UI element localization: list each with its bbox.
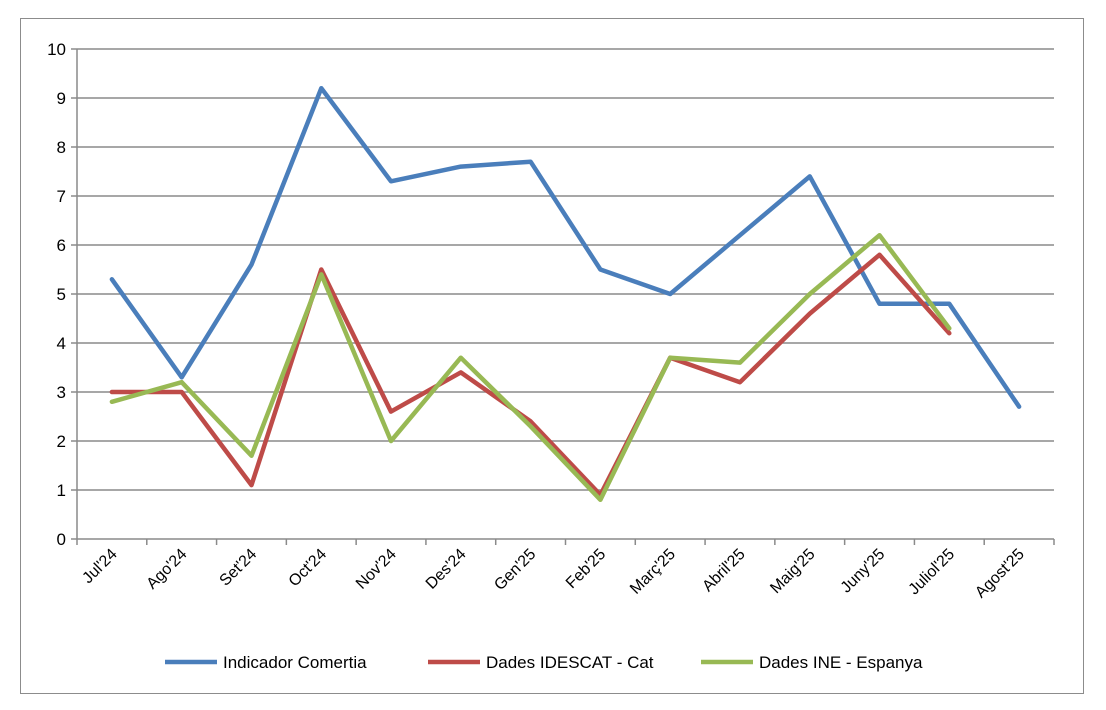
series-lines	[109, 85, 1022, 503]
y-tick-label: 5	[57, 285, 66, 304]
x-tick-label: Març'25	[627, 546, 679, 598]
legend-label-1: Dades IDESCAT - Cat	[486, 653, 654, 672]
x-tick-label: Des'24	[423, 546, 470, 593]
x-tick-label: Ago'24	[144, 546, 191, 593]
y-tick-label: 10	[47, 40, 66, 59]
y-tick-label: 6	[57, 236, 66, 255]
legend-label-0: Indicador Comertia	[223, 653, 367, 672]
x-tick-label: Jul'24	[79, 546, 120, 587]
y-tick-label: 4	[57, 334, 66, 353]
x-tick-label: Feb'25	[563, 546, 609, 592]
legend: Indicador Comertia Dades IDESCAT - Cat Dad…	[165, 653, 923, 672]
x-tick-label: Juliol'25	[906, 546, 959, 599]
series-line-0	[109, 85, 1022, 409]
x-tick-label: Abril'25	[699, 546, 748, 595]
y-tick-label: 9	[57, 89, 66, 108]
axes	[71, 48, 1055, 545]
y-tick-label: 0	[57, 530, 66, 549]
y-tick-label: 1	[57, 481, 66, 500]
x-tick-label: Nov'24	[353, 546, 400, 593]
y-axis-ticks: 0 1 2 3 4 5 6 7 8 9 10	[47, 40, 66, 549]
series-line-2	[109, 232, 952, 503]
x-tick-label: Oct'24	[286, 546, 330, 590]
x-tick-label: Gen'25	[491, 546, 539, 594]
x-tick-label: Agost'25	[972, 546, 1028, 602]
y-tick-label: 2	[57, 432, 66, 451]
y-tick-label: 7	[57, 187, 66, 206]
x-tick-label: Juny'25	[838, 546, 889, 597]
y-tick-label: 3	[57, 383, 66, 402]
y-tick-label: 8	[57, 138, 66, 157]
x-tick-label: Maig'25	[767, 546, 818, 597]
x-tick-label: Set'24	[217, 546, 261, 590]
legend-label-2: Dades INE - Espanya	[759, 653, 923, 672]
x-axis-ticks: Jul'24 Ago'24 Set'24 Oct'24 Nov'24 Des'24 Gen'…	[79, 546, 1028, 602]
